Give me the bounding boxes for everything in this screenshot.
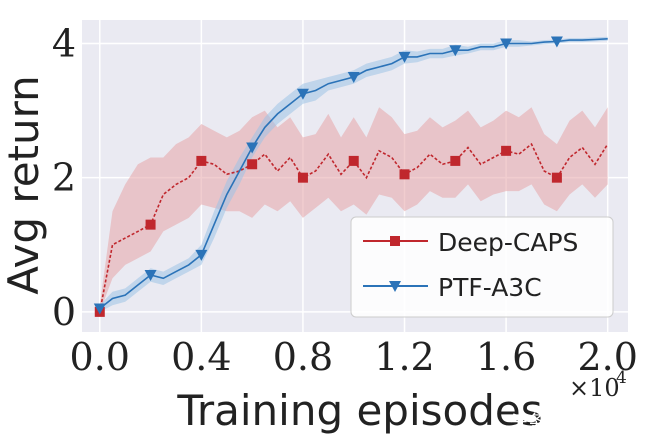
legend-marker-deep-caps: [390, 236, 400, 246]
marker-deep-caps: [196, 155, 207, 166]
x-tick-label: 1.6: [476, 335, 536, 379]
x-multiplier-exponent: 4: [616, 368, 627, 388]
marker-deep-caps: [297, 172, 308, 183]
marker-ptf-a3c: [398, 51, 411, 63]
marker-deep-caps: [450, 155, 461, 166]
x-multiplier: ×10 4: [569, 368, 627, 402]
y-tick-label: 2: [52, 156, 76, 200]
y-tick-label: 0: [52, 290, 76, 334]
marker-ptf-a3c: [347, 72, 360, 84]
marker-ptf-a3c: [449, 45, 462, 57]
marker-ptf-a3c: [500, 38, 513, 50]
legend-marker-ptf-a3c: [389, 281, 401, 292]
marker-deep-caps: [145, 219, 156, 230]
marker-deep-caps: [348, 155, 359, 166]
tick-labels: 0.0 0.4 0.8 1.2 1.6 2.0 0 2 4: [52, 21, 638, 379]
marker-deep-caps: [551, 172, 562, 183]
y-tick-label: 4: [52, 21, 76, 65]
marker-ptf-a3c: [195, 249, 208, 261]
marker-deep-caps: [247, 159, 258, 170]
marker-ptf-a3c: [246, 142, 259, 154]
marker-deep-caps: [399, 169, 410, 180]
x-tick-label: 0.4: [171, 335, 231, 379]
line-deep-caps: [99, 142, 609, 313]
legend: Deep-CAPS PTF-A3C: [350, 216, 614, 318]
x-multiplier-base: ×10: [569, 374, 620, 402]
marker-ptf-a3c: [144, 269, 157, 281]
y-axis-label: Avg return: [0, 75, 48, 295]
legend-label-ptf-a3c: PTF-A3C: [438, 273, 542, 302]
marker-deep-caps: [501, 145, 512, 156]
watermark-text: 头条 @AITIME: [509, 412, 630, 433]
x-axis-label: Training episodes: [176, 386, 542, 435]
marker-ptf-a3c: [550, 36, 563, 48]
marker-ptf-a3c: [296, 88, 309, 100]
x-tick-label: 2.0: [577, 335, 637, 379]
confidence-bands: [99, 36, 608, 312]
x-tick-label: 0.0: [70, 335, 130, 379]
x-tick-label: 1.2: [374, 335, 434, 379]
marker-ptf-a3c: [93, 303, 106, 315]
x-tick-label: 0.8: [273, 335, 333, 379]
series-markers: [93, 36, 563, 317]
band-deep-caps: [99, 107, 608, 312]
legend-label-deep-caps: Deep-CAPS: [438, 228, 578, 257]
